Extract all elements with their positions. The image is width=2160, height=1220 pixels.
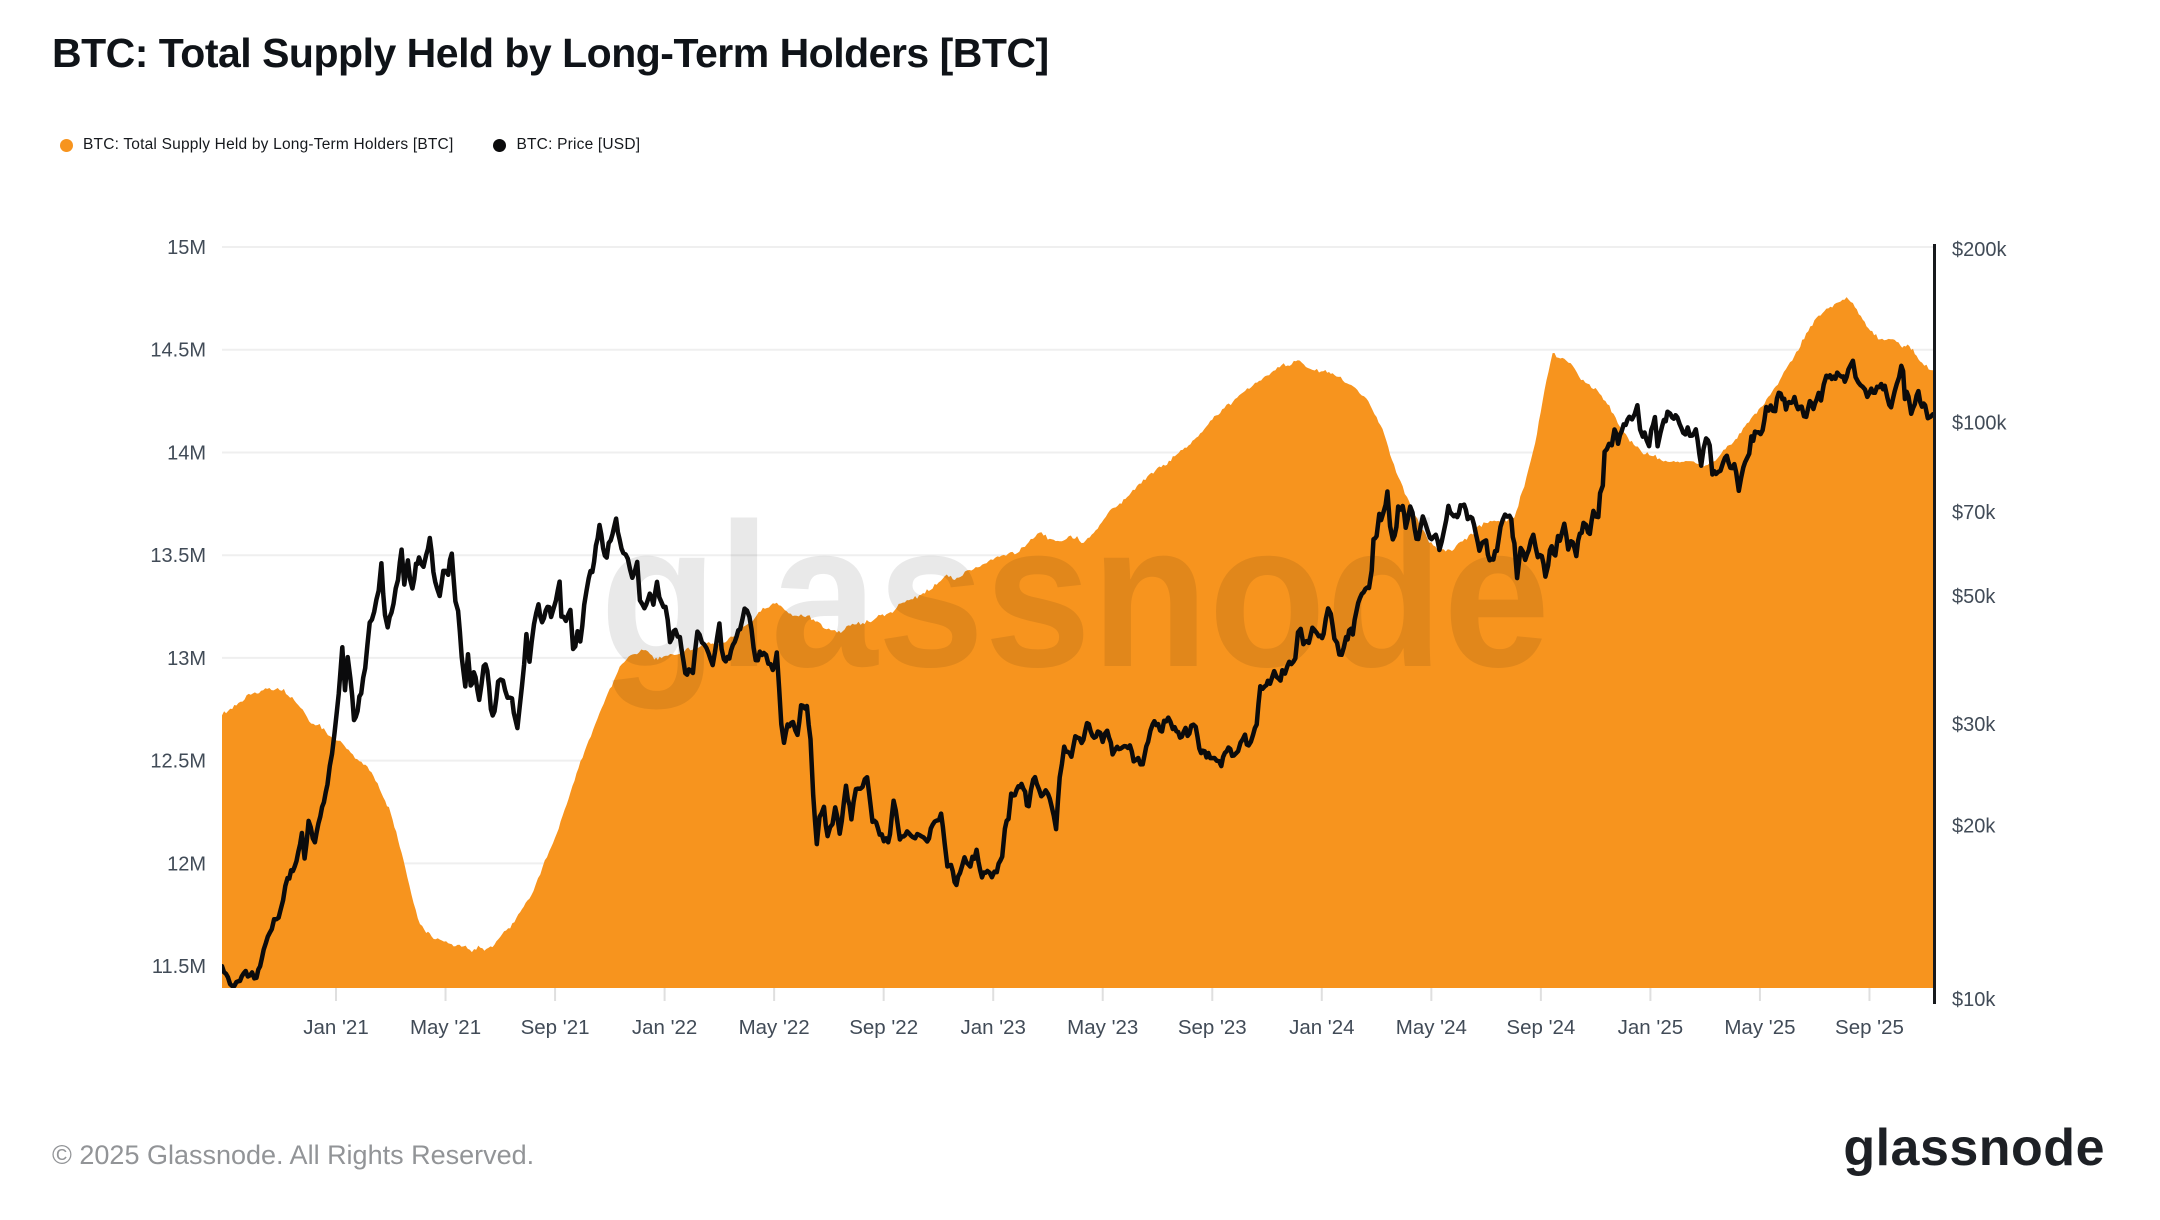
- left-axis-label: 14.5M: [150, 340, 206, 362]
- legend-item-lth-supply[interactable]: BTC: Total Supply Held by Long-Term Hold…: [60, 136, 453, 154]
- legend-label-lth-supply: BTC: Total Supply Held by Long-Term Hold…: [83, 136, 454, 153]
- legend-label-price: BTC: Price [USD]: [516, 136, 641, 153]
- x-axis-label: Sep '21: [521, 1016, 590, 1039]
- x-axis-label: Jan '21: [303, 1016, 368, 1039]
- left-axis-label: 14M: [167, 442, 206, 464]
- x-axis-label: Jan '25: [1618, 1016, 1683, 1039]
- left-axis-labels: 15M 14.5M 14M 13.5M 13M 12.5M 12M 11.5M: [150, 237, 206, 978]
- left-axis-label: 12.5M: [150, 751, 206, 773]
- right-axis-label: $70k: [1952, 502, 1996, 524]
- right-axis-label: $10k: [1952, 989, 1996, 1011]
- supply-series-dot-icon: [60, 138, 73, 152]
- x-axis-label: May '24: [1396, 1016, 1467, 1039]
- right-axis-label: $100k: [1952, 413, 2007, 435]
- left-axis-label: 13.5M: [150, 545, 206, 567]
- x-axis-labels: Jan '21 May '21 Sep '21 Jan '22 May '22 Sep '…: [303, 1016, 1904, 1039]
- x-axis-label: Sep '24: [1506, 1016, 1575, 1039]
- left-axis-label: 15M: [167, 237, 206, 259]
- glassnode-logo[interactable]: glassnode: [1843, 1119, 2105, 1177]
- x-axis-label: May '25: [1724, 1016, 1795, 1039]
- right-axis-label: $50k: [1952, 586, 1996, 608]
- copyright-text: © 2025 Glassnode. All Rights Reserved.: [52, 1140, 535, 1170]
- right-axis-labels: $200k $100k $70k $50k $30k $20k $10k: [1952, 239, 2007, 1011]
- x-axis-label: Jan '23: [960, 1016, 1025, 1039]
- x-axis-label: May '22: [739, 1016, 810, 1039]
- x-axis-label: Jan '24: [1289, 1016, 1354, 1039]
- x-axis-label: May '21: [410, 1016, 481, 1039]
- legend-item-price[interactable]: BTC: Price [USD]: [493, 136, 640, 154]
- legend: BTC: Total Supply Held by Long-Term Hold…: [60, 136, 640, 154]
- right-axis-label: $200k: [1952, 239, 2007, 261]
- x-axis-label: Sep '23: [1178, 1016, 1247, 1039]
- x-axis-label: May '23: [1067, 1016, 1138, 1039]
- left-axis-label: 12M: [167, 853, 206, 875]
- plot-hover-region[interactable]: [222, 247, 1933, 988]
- left-axis-label: 13M: [167, 648, 206, 670]
- x-axis-ticks: [335, 988, 1871, 1001]
- supply-area-series: [222, 297, 1933, 988]
- x-axis-label: Jan '22: [632, 1016, 697, 1039]
- right-axis-label: $30k: [1952, 714, 1996, 736]
- right-axis-label: $20k: [1952, 816, 1996, 838]
- x-axis-label: Sep '22: [849, 1016, 918, 1039]
- price-line-series: [222, 358, 1933, 988]
- left-axis-label: 11.5M: [152, 956, 206, 978]
- price-series-dot-icon: [493, 138, 507, 152]
- x-axis-label: Sep '25: [1835, 1016, 1904, 1039]
- page-title: BTC: Total Supply Held by Long-Term Hold…: [52, 30, 1049, 76]
